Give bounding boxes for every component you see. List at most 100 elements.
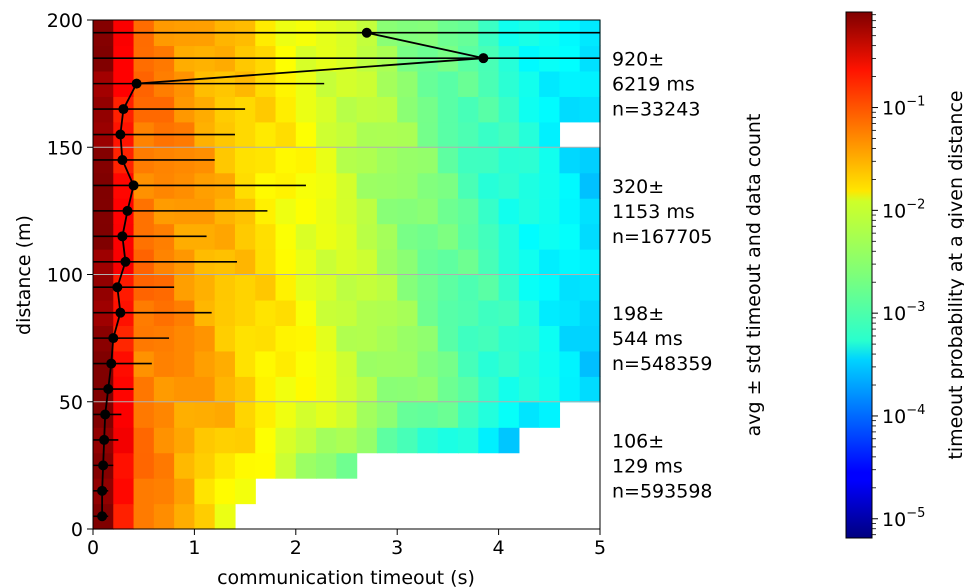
heatmap-cell bbox=[478, 96, 500, 123]
heatmap-cell bbox=[539, 223, 561, 250]
x-tick-label: 0 bbox=[87, 537, 99, 559]
heatmap-cell bbox=[417, 249, 439, 276]
heatmap-cell bbox=[295, 427, 317, 454]
heatmap-cell bbox=[376, 223, 398, 250]
heatmap-cell bbox=[498, 70, 520, 97]
heatmap-cell bbox=[437, 376, 459, 403]
heatmap-cell bbox=[234, 401, 256, 428]
heatmap-cell bbox=[559, 198, 581, 225]
heatmap-cell bbox=[174, 274, 195, 301]
heatmap-cell bbox=[417, 223, 439, 250]
heatmap-cell bbox=[295, 223, 317, 250]
heatmap-cell bbox=[397, 223, 419, 250]
heatmap-cell bbox=[295, 249, 317, 276]
heatmap-cell bbox=[356, 427, 378, 454]
heatmap-cell bbox=[498, 121, 520, 148]
heatmap-cell bbox=[417, 376, 439, 403]
heatmap-cell bbox=[214, 376, 236, 403]
x-axis: 0 1 2 3 4 5 bbox=[87, 529, 606, 559]
heatmap-cell bbox=[255, 452, 277, 479]
mean-point bbox=[115, 129, 126, 140]
heatmap-cell bbox=[194, 350, 216, 377]
heatmap-cell bbox=[417, 274, 439, 301]
heatmap-cell bbox=[214, 299, 236, 326]
heatmap-cell bbox=[417, 350, 439, 377]
heatmap-cell bbox=[234, 121, 256, 148]
heatmap-cell bbox=[275, 223, 297, 250]
mean-point bbox=[100, 409, 111, 420]
heatmap-cell bbox=[113, 427, 135, 454]
heatmap-cell bbox=[336, 427, 358, 454]
heatmap-cell bbox=[255, 376, 277, 403]
heatmap-cell bbox=[234, 223, 256, 250]
right-annotation-line: 6219 ms bbox=[612, 74, 695, 96]
heatmap-cell bbox=[255, 350, 277, 377]
colorbar-ticks: 10−1 10−2 10−3 10−4 10−5 bbox=[872, 14, 925, 536]
heatmap-cell bbox=[275, 401, 297, 428]
heatmap-cell bbox=[275, 198, 297, 225]
heatmap-cell bbox=[194, 452, 216, 479]
heatmap-cell bbox=[437, 198, 459, 225]
colorbar-label: timeout probability at a given distance bbox=[945, 90, 964, 459]
heatmap-cell bbox=[437, 401, 459, 428]
heatmap-cell bbox=[478, 350, 500, 377]
heatmap-cell bbox=[579, 70, 601, 97]
heatmap-cell bbox=[214, 401, 236, 428]
heatmap-cell bbox=[498, 223, 520, 250]
heatmap-cell bbox=[376, 70, 398, 97]
right-annotation-line: n=593598 bbox=[612, 480, 713, 502]
heatmap-cell bbox=[518, 147, 540, 174]
mean-timeout-profile bbox=[93, 27, 600, 522]
heatmap-cell bbox=[214, 452, 236, 479]
heatmap-cell bbox=[579, 198, 601, 225]
heatmap-cell bbox=[539, 376, 561, 403]
heatmap-cell bbox=[174, 503, 195, 530]
heatmap-cell bbox=[376, 198, 398, 225]
heatmap-cell bbox=[397, 350, 419, 377]
heatmap-cell bbox=[437, 350, 459, 377]
heatmap-cell bbox=[316, 147, 337, 174]
heatmap-cell bbox=[113, 452, 135, 479]
heatmap-cell bbox=[579, 350, 601, 377]
heatmap-cell bbox=[295, 325, 317, 352]
heatmap-cell bbox=[518, 249, 540, 276]
heatmap-cell bbox=[316, 325, 337, 352]
heatmap-cell bbox=[397, 96, 419, 123]
heatmap-cell bbox=[234, 427, 256, 454]
heatmap-cell bbox=[376, 401, 398, 428]
heatmap-cell bbox=[458, 96, 479, 123]
heatmap-cell bbox=[539, 274, 561, 301]
heatmap-cell bbox=[458, 427, 479, 454]
heatmap-cell bbox=[356, 299, 378, 326]
heatmap-cell bbox=[397, 325, 419, 352]
heatmap-cell bbox=[295, 198, 317, 225]
mean-point bbox=[108, 333, 119, 344]
heatmap-cell bbox=[478, 147, 500, 174]
heatmap-cell bbox=[579, 376, 601, 403]
heatmap-cell bbox=[376, 376, 398, 403]
heatmap-cell bbox=[397, 427, 419, 454]
heatmap-cell bbox=[376, 96, 398, 123]
heatmap-cell bbox=[133, 427, 155, 454]
heatmap-cell bbox=[255, 223, 277, 250]
heatmap-cell bbox=[437, 325, 459, 352]
right-annotation-line: 198± bbox=[612, 303, 664, 325]
heatmap-cell bbox=[275, 299, 297, 326]
x-tick-label: 1 bbox=[188, 537, 200, 559]
heatmap-cell bbox=[376, 350, 398, 377]
heatmap-cell bbox=[559, 172, 581, 199]
heatmap-cell bbox=[478, 401, 500, 428]
heatmap-cell bbox=[214, 350, 236, 377]
heatmap-cell bbox=[559, 299, 581, 326]
heatmap-cell bbox=[478, 198, 500, 225]
heatmap-cell bbox=[458, 274, 479, 301]
heatmap-cell bbox=[113, 503, 135, 530]
mean-point bbox=[117, 154, 128, 165]
heatmap-cell bbox=[579, 325, 601, 352]
heatmap-cell bbox=[458, 121, 479, 148]
horizontal-gridlines bbox=[93, 146, 600, 403]
heatmap-cell bbox=[356, 96, 378, 123]
heatmap-cell bbox=[579, 147, 601, 174]
heatmap-cell bbox=[376, 121, 398, 148]
heatmap-cell bbox=[437, 121, 459, 148]
